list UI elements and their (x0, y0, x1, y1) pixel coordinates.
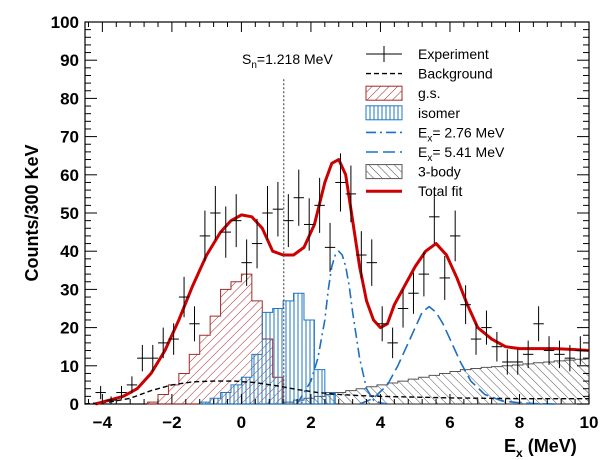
experiment-point (439, 255, 450, 300)
y-tick-label: 0 (70, 395, 79, 414)
experiment-point (105, 396, 117, 404)
y-tick-label: 70 (60, 128, 79, 147)
x-axis-title: Ex (MeV) (504, 436, 577, 460)
experiment-point (116, 385, 127, 400)
experiment-point (137, 344, 148, 372)
x-tick-label: 0 (237, 413, 246, 432)
experiment-point (481, 310, 492, 345)
legend-symbol (365, 164, 403, 180)
experiment-point (324, 222, 336, 272)
experiment-point (293, 169, 304, 226)
legend-item-gs: g.s. (365, 85, 441, 101)
legend-symbol (365, 105, 403, 121)
experiment-point (189, 306, 200, 342)
experiment-point (502, 349, 513, 375)
experiment-point (376, 306, 388, 342)
experiment-point (335, 153, 346, 212)
experiment-point (241, 239, 252, 286)
ex-5.41-line (359, 305, 555, 405)
experiment-point (533, 306, 544, 342)
legend-item-isomer: isomer (365, 105, 460, 121)
experiment-point (418, 251, 430, 297)
experiment-point (95, 385, 106, 400)
experiment-point (512, 349, 523, 375)
experiment-point (126, 376, 138, 394)
experiment-point (168, 323, 179, 355)
legend: Experiment Background g.s. isomer Ex= 2.76 M… (365, 46, 505, 199)
experiment-point (178, 276, 190, 318)
experiment-point (314, 177, 325, 233)
y-tick-label: 60 (60, 166, 79, 185)
experiment-point (429, 190, 440, 244)
x-tick-label: −2 (162, 413, 181, 432)
experiment-point (491, 331, 503, 362)
legend-label: isomer (418, 105, 460, 121)
y-tick-label: 10 (60, 357, 79, 376)
x-tick-label: 4 (376, 413, 386, 432)
legend-label: Experiment (418, 46, 489, 62)
experiment-point (210, 185, 221, 241)
x-tick-label: 6 (445, 413, 454, 432)
experiment-point (408, 272, 419, 314)
experiment-point (449, 210, 461, 262)
experiment-point (251, 218, 263, 269)
legend-label: Ex= 2.76 MeV (418, 124, 505, 144)
experiment-point (554, 340, 565, 369)
legend-item-threebody: 3-body (365, 164, 461, 180)
y-tick-label: 80 (60, 89, 79, 108)
legend-item-total: Total fit (366, 183, 462, 199)
experiment-point (345, 165, 357, 223)
legend-item-comp2: Ex= 5.41 MeV (366, 144, 505, 164)
y-tick-label: 50 (60, 204, 79, 223)
x-tick-label: −4 (93, 413, 113, 432)
x-tick-label: 2 (306, 413, 315, 432)
sn-annotation: Sn=1.218 MeV (242, 51, 333, 71)
experiment-point (157, 327, 169, 359)
x-tick-label: 10 (580, 413, 599, 432)
experiment-point (366, 239, 377, 286)
total-fit-line (95, 158, 590, 406)
experiment-point (199, 210, 211, 262)
legend-item-background: Background (366, 66, 493, 82)
legend-label: Ex= 5.41 MeV (418, 144, 505, 164)
ex-2.76-line (296, 250, 388, 405)
experiment-point (230, 194, 242, 248)
experiment-point (564, 344, 576, 372)
y-tick-label: 90 (60, 51, 79, 70)
experiment-point (262, 185, 273, 241)
experiment-point (303, 198, 315, 251)
legend-item-experiment: Experiment (366, 46, 489, 62)
y-tick-label: 20 (60, 319, 79, 338)
legend-label: Total fit (418, 183, 462, 199)
experiment-point (272, 181, 284, 237)
experiment-point (387, 327, 398, 359)
legend-label: 3-body (418, 164, 461, 180)
legend-item-comp1: Ex= 2.76 MeV (366, 124, 505, 144)
legend-label: g.s. (418, 85, 441, 101)
isomer-histogram (199, 292, 336, 405)
experiment-point (147, 344, 158, 372)
x-tick-label: 8 (515, 413, 524, 432)
experiment-point (522, 340, 534, 369)
experiment-point (543, 336, 555, 365)
legend-label: Background (418, 66, 493, 82)
experiment-point (283, 194, 294, 248)
y-axis-title: Counts/300 KeV (22, 144, 42, 281)
y-tick-label: 100 (51, 13, 79, 32)
experiment-point (356, 231, 367, 279)
experiment-point (460, 285, 471, 325)
experiment-point (397, 289, 409, 328)
y-tick-label: 30 (60, 280, 79, 299)
experiment-point (470, 323, 482, 355)
y-tick-label: 40 (60, 242, 79, 261)
experiment-point (220, 206, 231, 258)
background-line (84, 380, 589, 405)
legend-symbol (365, 85, 403, 101)
